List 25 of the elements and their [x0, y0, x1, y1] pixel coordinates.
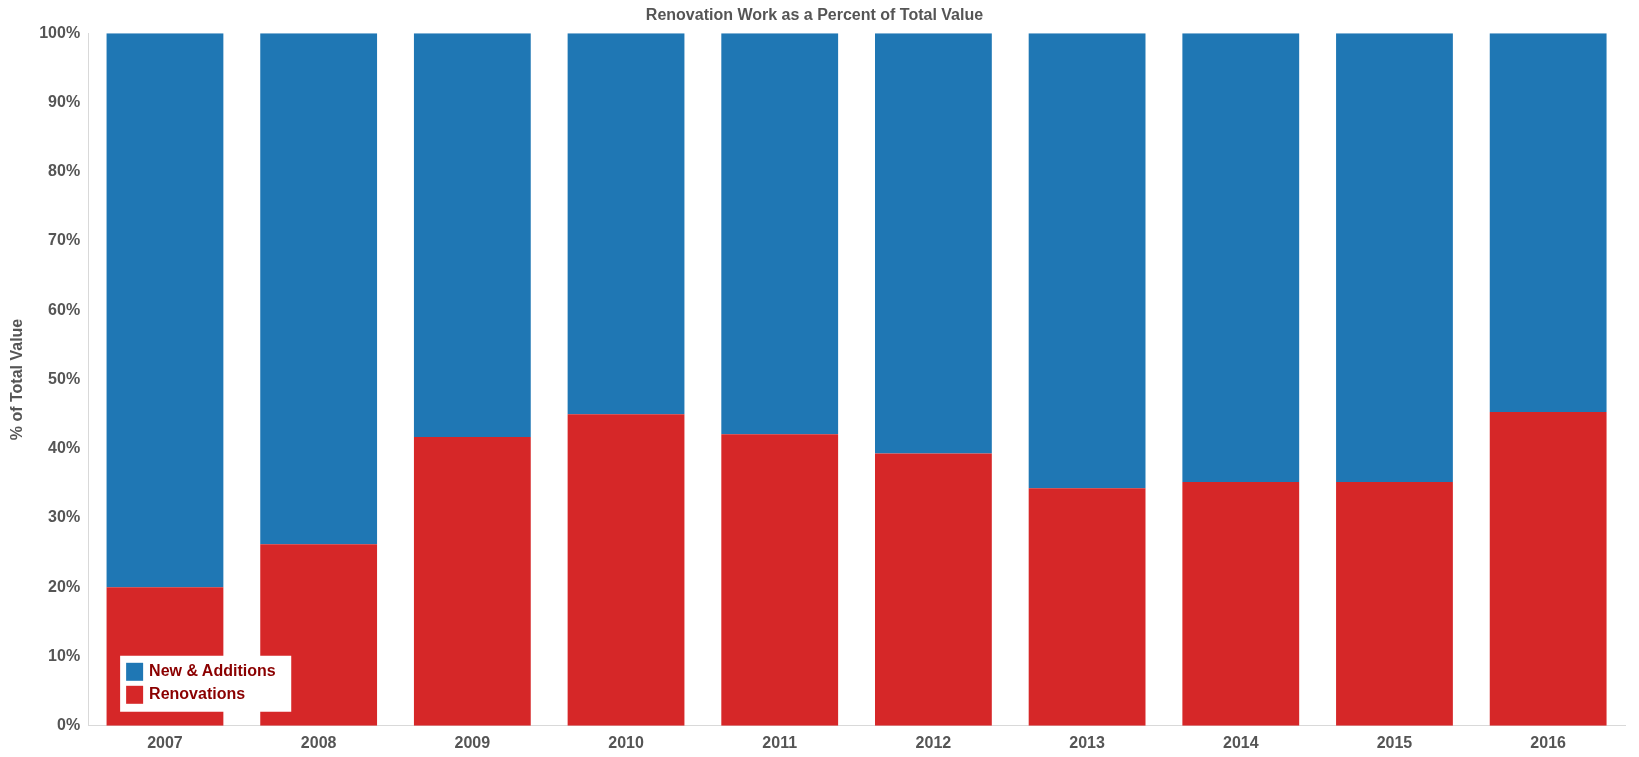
y-tick-label: 80%	[48, 162, 81, 180]
x-tick-label: 2014	[1222, 733, 1259, 751]
y-tick-label: 100%	[39, 23, 81, 41]
legend-label: Renovations	[149, 685, 246, 703]
x-tick-label: 2016	[1530, 733, 1567, 751]
x-tick-label: 2009	[454, 733, 491, 751]
y-tick-label: 10%	[48, 646, 81, 664]
y-tick-label: 20%	[48, 577, 81, 595]
x-tick-label: 2008	[300, 733, 337, 751]
y-tick-label: 40%	[48, 439, 81, 457]
y-tick-label: 70%	[48, 231, 81, 249]
x-tick-label: 2007	[147, 733, 183, 751]
y-tick-label: 0%	[57, 716, 81, 734]
x-tick-label: 2011	[762, 733, 798, 751]
y-tick-label: 90%	[48, 92, 81, 110]
y-tick-label: 30%	[48, 508, 81, 526]
x-tick-label: 2015	[1376, 733, 1413, 751]
x-tick-label: 2010	[608, 733, 644, 751]
y-axis-title: % of Total Value	[8, 318, 26, 441]
x-tick-label: 2013	[1069, 733, 1105, 751]
legend-label: New & Additions	[149, 662, 276, 680]
x-tick-label: 2012	[915, 733, 952, 751]
chart-title: Renovation Work as a Percent of Total Value	[645, 6, 984, 24]
y-tick-label: 50%	[48, 369, 81, 387]
y-tick-label: 60%	[48, 300, 81, 318]
